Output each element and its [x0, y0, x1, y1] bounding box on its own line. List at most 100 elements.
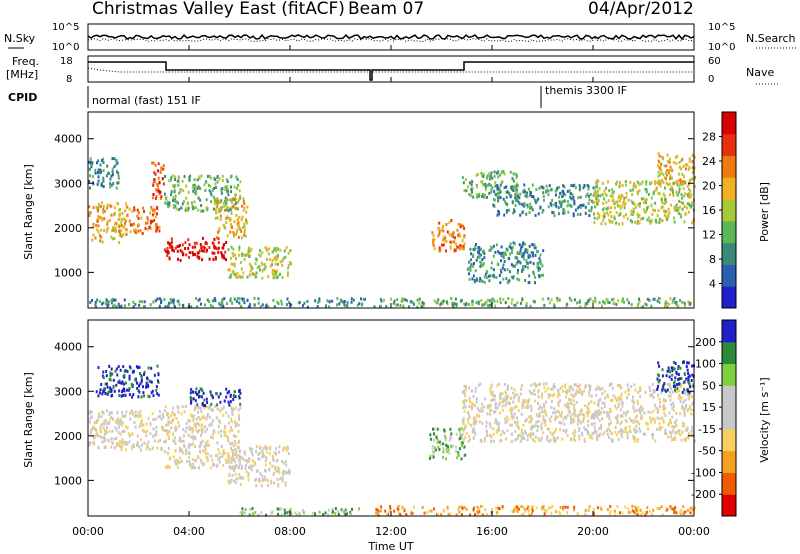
- power-cell: [615, 211, 618, 214]
- velocity-cell: [625, 411, 628, 415]
- power-cell: [567, 210, 570, 214]
- power-cell: [568, 203, 571, 207]
- power-cell: [220, 189, 223, 193]
- power-cell: [691, 201, 694, 205]
- velocity-cell: [448, 438, 451, 442]
- nave-series: [87, 67, 694, 73]
- power-cell: [480, 194, 483, 198]
- velocity-cell: [232, 408, 235, 412]
- power-cell: [501, 253, 504, 257]
- power-cell: [542, 195, 545, 198]
- power-cell: [504, 301, 507, 305]
- power-cell: [218, 177, 221, 181]
- power-cell: [216, 203, 219, 206]
- power-cell: [630, 303, 633, 307]
- power-cell: [481, 174, 484, 178]
- power-cell: [281, 276, 284, 279]
- power-cell: [229, 198, 232, 202]
- power-cell: [271, 250, 274, 254]
- velocity-cell: [672, 438, 674, 442]
- power-cell: [201, 249, 204, 253]
- power-cell: [233, 262, 236, 266]
- velocity-cell: [523, 436, 526, 440]
- velocity-cell: [543, 386, 546, 389]
- power-cell: [229, 175, 232, 179]
- velocity-cell: [238, 439, 241, 443]
- power-cell: [235, 299, 238, 303]
- power-cell: [657, 159, 660, 163]
- power-cell: [657, 152, 660, 156]
- velocity-cell: [499, 433, 502, 437]
- velocity-cell: [489, 425, 492, 429]
- power-cell: [658, 221, 661, 224]
- power-cell: [669, 157, 671, 161]
- velocity-cell: [140, 448, 142, 452]
- power-cell: [97, 168, 100, 172]
- power-cell: [683, 304, 686, 308]
- velocity-cell: [157, 380, 160, 384]
- velocity-cell: [512, 510, 515, 513]
- power-cell: [248, 254, 251, 258]
- power-cell: [478, 255, 481, 259]
- power-cell: [531, 183, 534, 187]
- velocity-cell: [633, 409, 636, 413]
- velocity-cell: [145, 434, 148, 437]
- power-cell: [221, 178, 224, 182]
- velocity-cell: [553, 439, 556, 443]
- power-cell: [660, 163, 662, 167]
- power-cell: [273, 248, 276, 252]
- power-cell: [134, 230, 137, 234]
- power-cell: [509, 252, 512, 256]
- velocity-cell: [115, 367, 118, 371]
- velocity-cell: [475, 420, 478, 424]
- power-cell: [487, 304, 490, 308]
- power-cell: [668, 211, 671, 215]
- power-cell: [191, 245, 194, 249]
- power-cell: [614, 202, 617, 206]
- power-cell: [465, 189, 468, 193]
- velocity-cell: [683, 437, 686, 441]
- power-cell: [184, 208, 187, 212]
- velocity-cell: [674, 376, 677, 380]
- power-cell: [615, 182, 618, 186]
- power-cell: [113, 157, 116, 161]
- velocity-cell: [458, 505, 461, 509]
- power-cell: [627, 198, 630, 202]
- velocity-cell: [157, 415, 160, 419]
- velocity-cell: [130, 447, 133, 451]
- velocity-cell: [689, 385, 692, 388]
- power-cell: [252, 272, 254, 276]
- power-cell: [242, 208, 245, 212]
- velocity-cell: [342, 510, 345, 514]
- velocity-cell: [179, 449, 182, 453]
- velocity-cell: [620, 392, 623, 396]
- velocity-cell: [598, 419, 601, 423]
- velocity-cell: [168, 457, 171, 461]
- power-cell: [665, 215, 668, 219]
- velocity-cell: [609, 383, 612, 386]
- power-cell: [576, 301, 579, 305]
- power-cell: [235, 233, 237, 236]
- velocity-cell: [687, 396, 690, 399]
- power-cell: [646, 206, 649, 210]
- velocity-cell: [680, 376, 683, 380]
- power-cell: [572, 196, 575, 199]
- power-cell: [449, 246, 452, 250]
- velocity-cell: [103, 419, 106, 423]
- power-cell: [688, 166, 691, 170]
- power-cell: [153, 178, 155, 182]
- power-cell: [151, 161, 154, 165]
- velocity-cell: [637, 506, 640, 509]
- power-cell: [543, 303, 546, 307]
- power-cell: [587, 187, 590, 191]
- power-cell: [587, 298, 590, 302]
- velocity-cell: [206, 401, 209, 404]
- power-cell: [563, 209, 566, 213]
- velocity-cell: [230, 478, 233, 482]
- power-cell: [649, 221, 652, 225]
- velocity-cell: [260, 474, 263, 478]
- power-cell: [155, 229, 158, 233]
- power-cell: [204, 189, 207, 192]
- velocity-cell: [476, 505, 479, 509]
- velocity-cell: [178, 424, 181, 428]
